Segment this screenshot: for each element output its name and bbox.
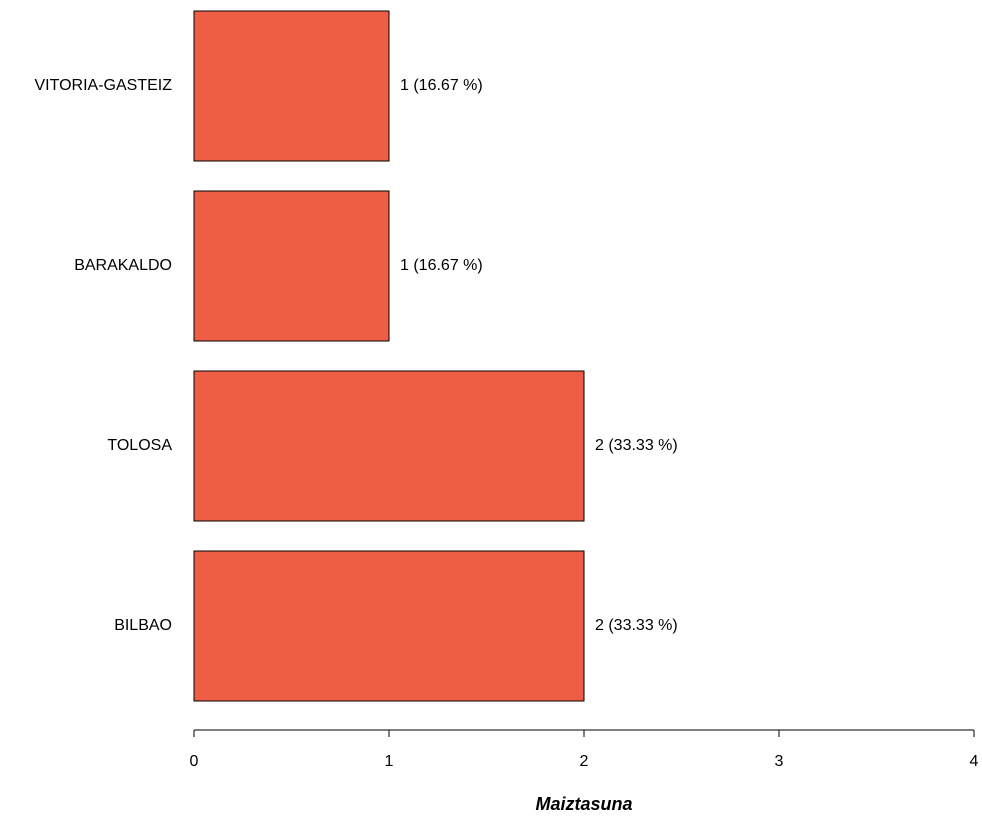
data-label: 1 (16.67 %) [400,77,483,94]
bar-tolosa [193,370,585,522]
x-tick-label: 2 [580,753,589,770]
x-tick-label: 4 [970,753,979,770]
data-label: 2 (33.33 %) [595,617,678,634]
category-label: VITORIA-GASTEIZ [35,77,173,94]
data-label: 2 (33.33 %) [595,437,678,454]
x-axis-title: Maiztasuna [535,794,632,814]
category-labels-group: BILBAO TOLOSA BARAKALDO VITORIA-GASTEIZ [35,77,173,634]
x-tick-label: 0 [190,753,199,770]
bar-bilbao [193,550,585,702]
data-label: 1 (16.67 %) [400,257,483,274]
category-label: BILBAO [114,617,172,634]
bar-vitoria-gasteiz [193,10,390,162]
x-tick-label: 3 [775,753,784,770]
data-labels-group: 2 (33.33 %) 2 (33.33 %) 1 (16.67 %) 1 (16.6… [400,77,678,634]
bars-group [193,10,585,702]
bar-barakaldo [193,190,390,342]
category-label: TOLOSA [107,437,172,454]
x-tick-label: 1 [385,753,394,770]
category-label: BARAKALDO [74,257,172,274]
x-axis: 0 1 2 3 4 [190,729,979,770]
